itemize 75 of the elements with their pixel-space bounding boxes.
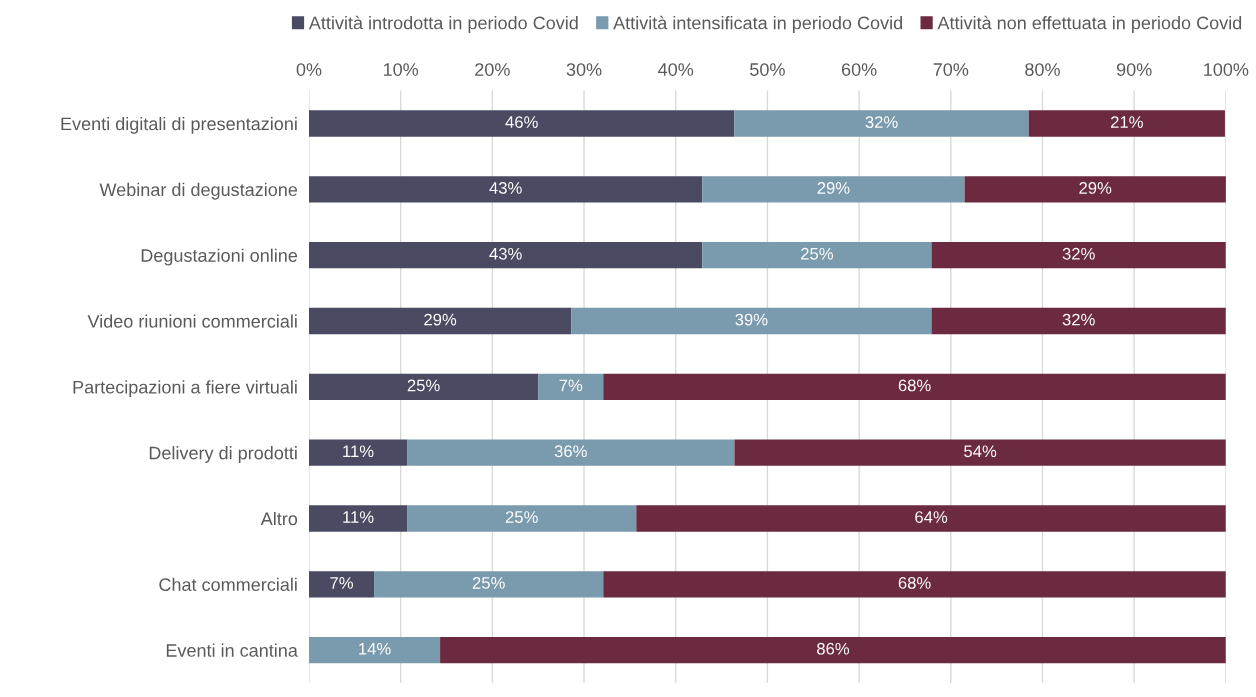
bar [734,439,1226,466]
data-label: 46% [505,116,538,128]
y-tick-label: Partecipazioni a fiere virtuali [73,380,297,398]
bar [440,636,1226,664]
data-label: 29% [1079,182,1112,194]
data-label: 14% [359,642,391,655]
legend-label: Attività intensificata in periodo Covid [613,15,902,33]
bar [734,110,1029,137]
data-label: 29% [817,182,850,194]
bar [308,373,539,400]
bar [308,307,572,335]
data-label: 25% [472,576,505,589]
x-tick-label: 90% [1116,63,1152,76]
data-label: 25% [505,511,538,523]
x-tick-label: 80% [1025,63,1060,76]
data-label: 7% [559,379,583,392]
x-tick-label: 40% [658,63,694,76]
data-label: 21% [1110,116,1143,128]
bar [308,636,441,664]
x-tick-label: 10% [383,63,419,76]
bar [1028,110,1225,137]
y-tick-label: Video riunioni commerciali [87,314,297,328]
data-label: 43% [489,247,522,260]
bar [308,571,375,598]
data-label: 25% [801,247,834,260]
x-tick-label: 70% [933,63,969,76]
data-label: 43% [489,182,522,194]
bar [308,110,735,137]
data-label: 64% [915,511,948,523]
y-tick-label: Eventi digitali di presentazioni [61,116,297,134]
bar [931,242,1226,269]
bar [702,176,965,203]
data-label: 39% [735,313,768,326]
data-label: 68% [898,379,931,392]
bar [931,307,1226,335]
bar [308,505,408,532]
legend-label: Attività non effettuata in periodo Covid [937,15,1242,33]
bar [571,307,932,335]
bar [964,176,1226,203]
bar [308,242,703,269]
data-label: 32% [1062,247,1095,260]
y-tick-label: Altro [260,511,298,526]
bar [603,373,1226,400]
bar [603,571,1226,598]
y-tick-label: Delivery di prodotti [149,446,297,463]
legend-label: Attività introdotta in periodo Covid [308,15,578,33]
y-tick-label: Eventi in cantina [166,643,298,657]
data-label: 25% [407,379,440,392]
data-label: 86% [817,642,850,655]
data-label: 36% [554,445,587,458]
data-label: 7% [330,577,353,589]
x-tick-label: 20% [475,63,510,76]
bar [374,571,604,598]
y-tick-label: Chat commerciali [159,577,297,592]
data-label: 11% [343,445,374,458]
data-label: 54% [964,445,997,458]
bar [308,176,703,203]
x-tick-label: 30% [566,63,602,76]
data-label: 32% [865,116,898,128]
data-label: 68% [898,576,931,589]
data-label: 11% [343,511,374,523]
data-label: 32% [1062,313,1095,326]
bar [702,242,932,269]
bar [636,505,1226,532]
y-tick-label: Webinar di degustazione [99,182,298,200]
x-tick-label: 0% [296,63,322,76]
bar [538,373,604,400]
bar [407,505,637,532]
bar [308,439,408,466]
bar [407,439,735,466]
x-tick-label: 60% [841,63,877,76]
x-tick-label: 100% [1204,63,1249,76]
y-tick-label: Degustazioni online [141,248,298,266]
data-label: 29% [424,313,457,326]
x-tick-label: 50% [750,63,785,76]
